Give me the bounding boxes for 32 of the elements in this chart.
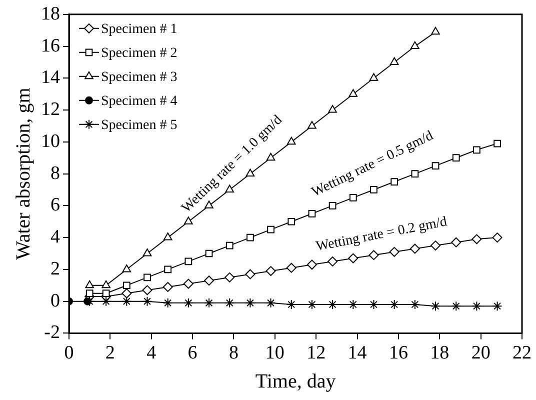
y-tick-label: 18 — [41, 3, 60, 24]
legend-label: Specimen # 2 — [101, 46, 178, 62]
x-tick-label: 8 — [228, 342, 238, 364]
y-tick-label: 12 — [41, 99, 60, 120]
y-tick-label: 2 — [50, 258, 60, 280]
x-tick-label: 22 — [512, 342, 532, 364]
x-axis-title: Time, day — [255, 370, 336, 392]
y-tick-label: 6 — [50, 194, 60, 216]
legend-label: Specimen # 4 — [101, 94, 178, 110]
x-tick-label: 4 — [146, 342, 157, 364]
y-tick-label: 14 — [41, 67, 60, 88]
y-tick-label: 16 — [41, 35, 60, 56]
y-tick-label: 10 — [41, 130, 60, 152]
y-tick-label: 4 — [50, 226, 60, 248]
annotation: Wetting rate = 0.2 gm/d — [314, 214, 448, 255]
y-axis-title: Water absorption, gm — [12, 87, 34, 260]
x-tick-label: 18 — [430, 342, 450, 364]
x-tick-label: 2 — [105, 342, 115, 364]
x-tick-label: 0 — [64, 342, 74, 364]
legend-label: Specimen # 3 — [101, 70, 178, 86]
x-tick-label: 10 — [265, 342, 284, 364]
x-tick-label: 12 — [306, 342, 326, 364]
legend-label: Specimen # 5 — [101, 118, 178, 134]
y-tick-label: 8 — [50, 162, 60, 184]
x-tick-label: 20 — [471, 342, 490, 364]
y-tick-label: -2 — [44, 322, 60, 344]
x-tick-label: 16 — [388, 342, 408, 364]
x-tick-label: 6 — [188, 342, 198, 364]
annotation: Wetting rate = 0.5 gm/d — [310, 128, 436, 200]
x-tick-label: 14 — [348, 342, 368, 364]
y-tick-label: 0 — [50, 290, 60, 312]
legend-label: Specimen # 1 — [101, 22, 178, 38]
